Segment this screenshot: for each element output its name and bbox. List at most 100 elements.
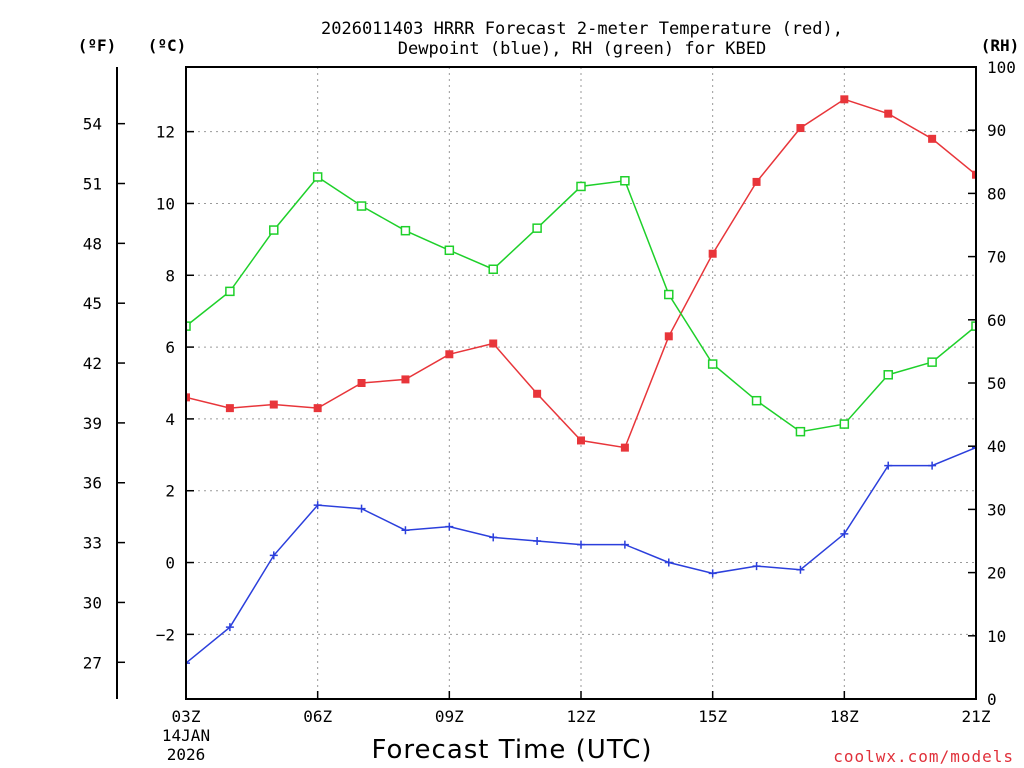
rh-point [356,201,367,211]
time-tick-label: 21Z [962,707,991,726]
rh-tick-label: 0 [987,690,997,709]
rh-tick-label: 20 [987,564,1006,583]
rh-point [751,395,762,406]
dewpoint-point [708,569,717,578]
temperature-point [664,332,673,341]
dewpoint-point [225,623,234,632]
rh-point [620,176,630,186]
time-tick-label: 06Z [303,707,332,726]
rh-tick-label: 30 [987,500,1006,519]
dewpoint-point [313,501,322,510]
celsius-tick-label: −2 [156,625,175,644]
fahrenheit-tick-label: 51 [83,175,102,194]
dewpoint-point [269,551,278,560]
dewpoint-point [401,526,410,535]
rh-tick-label: 50 [987,374,1006,393]
time-tick-label: 09Z [435,707,464,726]
temperature-point [489,339,498,348]
rh-point [400,225,411,236]
x-axis-title: Forecast Time (UTC) [371,735,652,765]
rh-point [927,357,937,367]
fahrenheit-axis-label: (ºF) [78,36,117,55]
rh-point [707,359,718,369]
rh-tick-label: 40 [987,437,1006,456]
rh-point [444,245,455,256]
rh-point [312,172,323,182]
temperature-point [186,393,190,402]
celsius-tick-label: 4 [165,410,175,429]
temperature-point [708,249,717,258]
dewpoint-point [972,443,976,452]
rh-tick-label: 60 [987,311,1006,330]
temperature-point [313,404,322,413]
rh-point [883,370,893,380]
temperature-point [796,124,805,133]
dewpoint-point [445,522,454,531]
celsius-tick-label: 2 [165,482,175,501]
fahrenheit-tick-label: 33 [83,534,102,553]
dewpoint-point [840,529,849,538]
temperature-point [884,109,893,118]
rh-point [795,426,806,437]
time-tick-label: 18Z [830,707,859,726]
rh-point [532,223,542,233]
credit-text: coolwx.com/models [833,747,1014,766]
fahrenheit-tick-label: 36 [83,474,102,493]
dewpoint-point [620,540,629,549]
start-date-label: 14JAN [162,726,210,745]
temperature-point [269,400,278,409]
temperature-point [840,95,849,104]
celsius-tick-label: 12 [156,123,175,142]
grid-lines [186,67,976,699]
temperature-series [186,95,976,452]
dewpoint-point [489,533,498,542]
fahrenheit-tick-label: 30 [83,593,102,612]
title-line-2: Dewpoint (blue), RH (green) for KBED [398,39,766,59]
rh-point [488,264,498,274]
rh-point [186,321,191,331]
temperature-point [577,436,585,445]
temperature-point [752,177,761,186]
rh-tick-label: 70 [987,248,1006,267]
dewpoint-point [884,461,893,470]
dewpoint-point [533,537,542,545]
rh-line [186,176,976,433]
fahrenheit-tick-label: 39 [83,414,102,433]
axis-ticks: −2 0 2 4 6 8 10 12 27 30 33 36 39 42 45 48 51 54 0 10 20 30 40… [83,58,1016,726]
rh-tick-label: 10 [987,627,1006,646]
dewpoint-point [928,461,937,470]
celsius-axis-label: (ºC) [148,36,187,55]
celsius-tick-label: 8 [165,266,175,285]
temperature-point [620,443,629,452]
fahrenheit-tick-label: 45 [83,294,102,313]
dewpoint-point [577,540,585,549]
rh-tick-label: 80 [987,184,1006,203]
celsius-tick-label: 0 [165,554,175,573]
dewpoint-point [664,558,673,567]
dewpoint-line [186,446,976,664]
dewpoint-point [186,659,190,668]
dewpoint-point [752,562,761,571]
rh-tick-label: 100 [987,58,1016,77]
fahrenheit-tick-label: 42 [83,354,102,373]
plot-frame [185,66,977,700]
fahrenheit-tick-label: 27 [83,653,102,672]
time-tick-label: 12Z [567,707,596,726]
temperature-point [445,350,454,359]
rh-point [971,321,976,331]
rh-point [225,286,235,297]
rh-series [186,172,976,437]
rh-point [269,225,279,235]
title-line-1: 2026011403 HRRR Forecast 2-meter Tempera… [321,19,843,39]
temperature-point [401,375,410,384]
temperature-point [533,389,542,398]
rh-tick-label: 90 [987,121,1006,140]
start-year-label: 2026 [167,745,206,764]
series-layer [186,95,976,668]
celsius-tick-label: 10 [156,194,175,213]
rh-point [839,419,850,429]
temperature-point [928,134,937,143]
time-tick-label: 15Z [698,707,727,726]
chart-title: 2026011403 HRRR Forecast 2-meter Tempera… [321,19,843,59]
